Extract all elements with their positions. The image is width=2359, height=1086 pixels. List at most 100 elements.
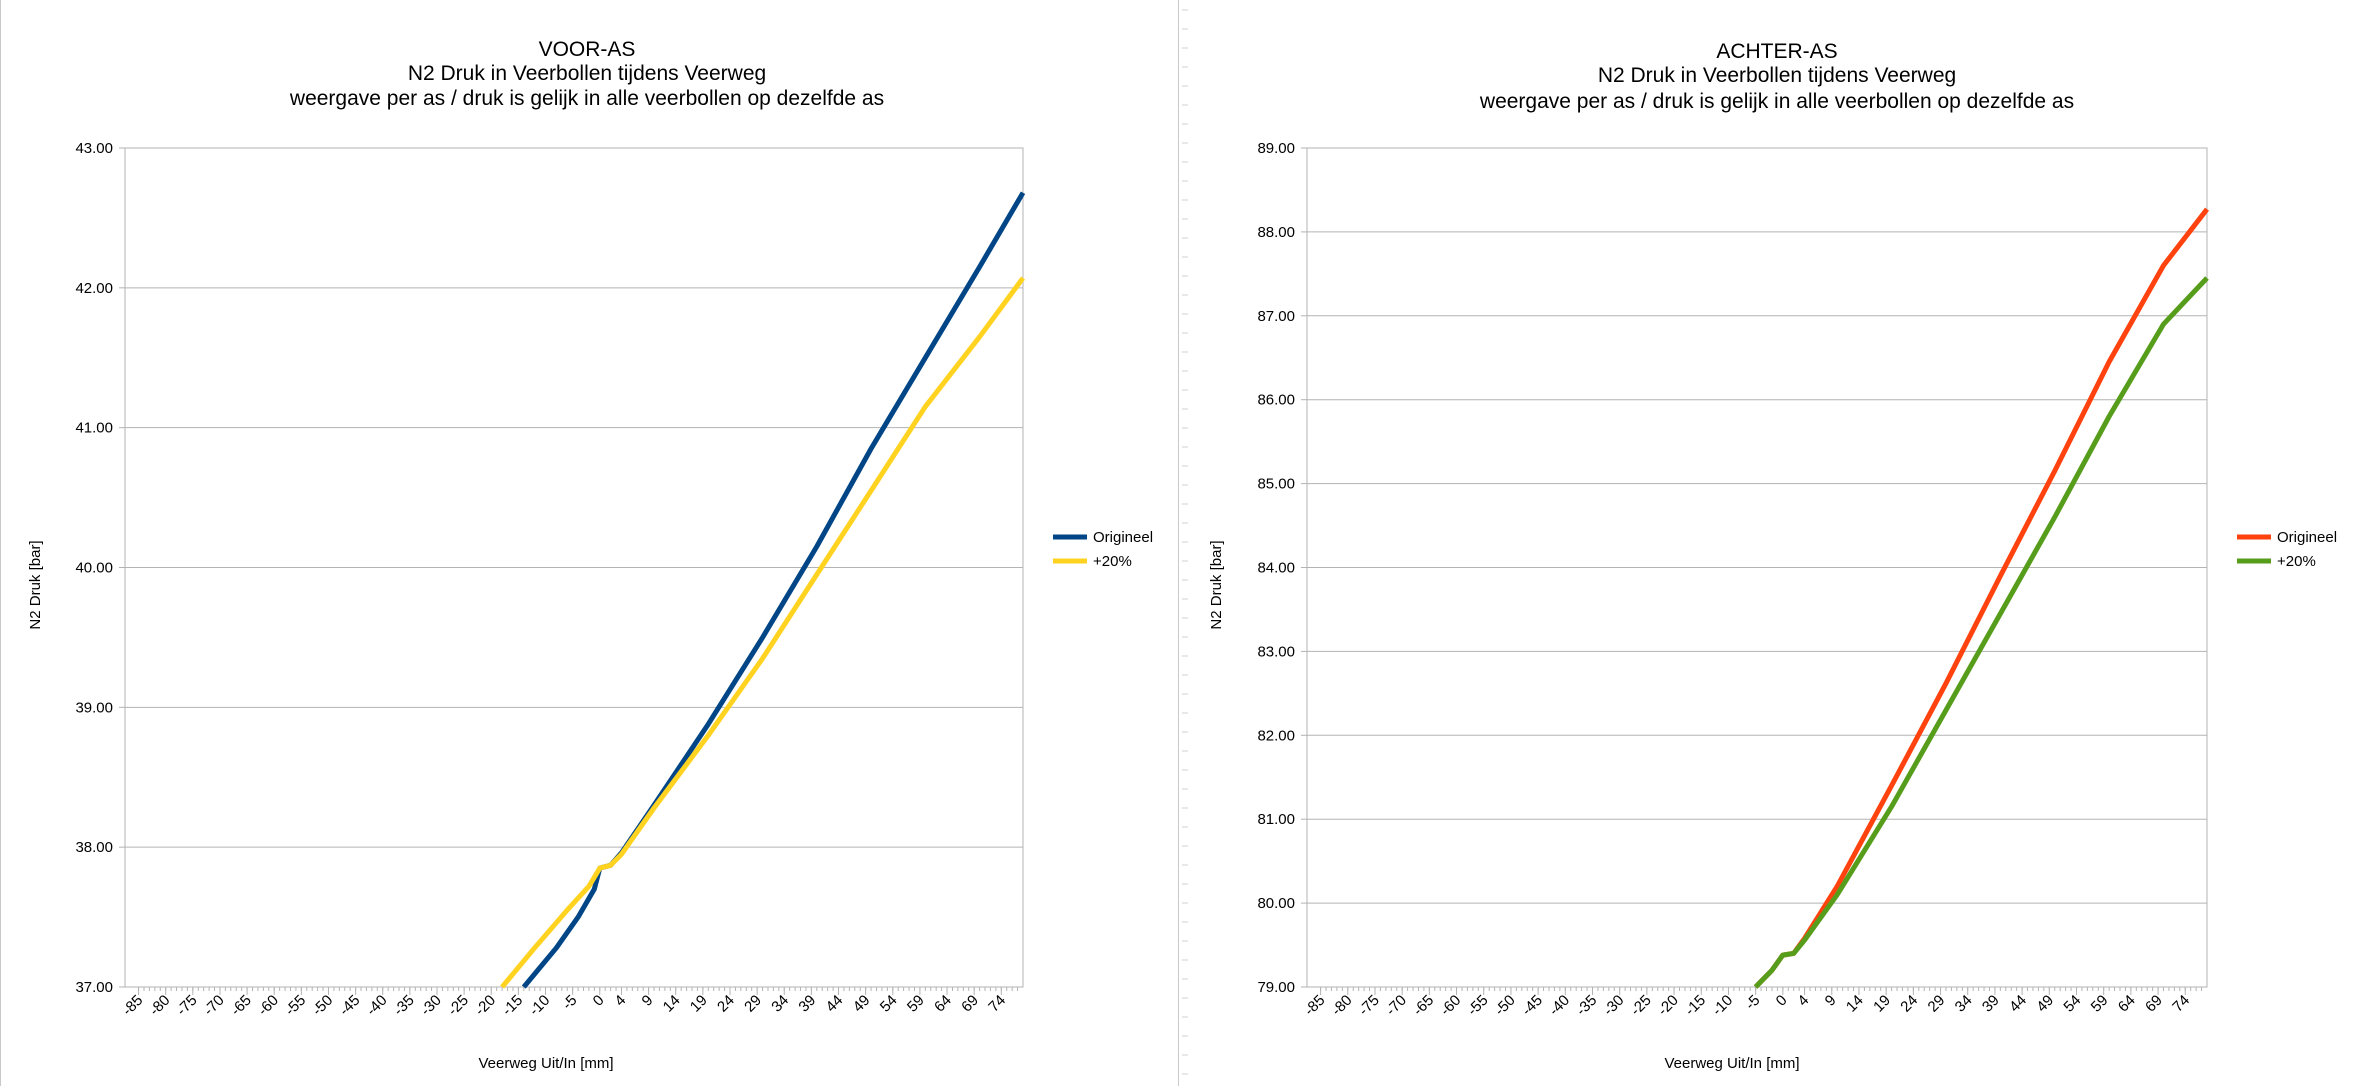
- y-tick-label: 86.00: [1257, 392, 1295, 409]
- y-tick-label: 85.00: [1257, 476, 1295, 493]
- y-tick-label: 42.00: [75, 280, 113, 297]
- x-tick-label: 59: [904, 992, 928, 1016]
- legend-item[interactable]: Origineel: [2237, 529, 2337, 546]
- vertical-ruler: [1182, 9, 1188, 1075]
- x-tick-label: -85: [1301, 992, 1328, 1019]
- x-tick-label: -20: [1655, 992, 1682, 1019]
- x-tick-label: 44: [2006, 992, 2030, 1016]
- chart-subtitle: N2 Druk in Veerbollen tijdens Veerweg: [1598, 64, 1956, 87]
- legend-label: Origineel: [2277, 529, 2337, 546]
- chart-voor-as[interactable]: VOOR-AS N2 Druk in Veerbollen tijdens Ve…: [0, 0, 1180, 1086]
- series-line-plus20[interactable]: [1753, 276, 2209, 989]
- x-tick-label: 69: [2142, 992, 2166, 1016]
- x-tick-label: -50: [309, 992, 336, 1019]
- y-tick-label: 81.00: [1257, 811, 1295, 828]
- x-tick-label: 29: [741, 992, 765, 1016]
- y-tick-label: 39.00: [75, 699, 113, 716]
- x-tick-label: -35: [390, 992, 417, 1019]
- legend-label: Origineel: [1093, 529, 1153, 546]
- x-tick-label: 39: [795, 992, 819, 1016]
- x-tick-label: 19: [1870, 992, 1894, 1016]
- x-tick-label: -60: [255, 992, 282, 1019]
- chart-achter-as[interactable]: ACHTER-AS N2 Druk in Veerbollen tijdens …: [1180, 0, 2359, 1086]
- pane-split-border[interactable]: [1178, 0, 1179, 1086]
- y-tick-label: 41.00: [75, 420, 113, 437]
- x-tick-label: 0: [590, 992, 608, 1010]
- x-tick-label: -75: [173, 992, 200, 1019]
- x-tick-label: 54: [877, 992, 901, 1016]
- left-pane-border: [0, 0, 1, 1086]
- x-tick-label: 74: [985, 992, 1009, 1016]
- x-tick-label: -85: [119, 992, 146, 1019]
- x-tick-label: 74: [2169, 992, 2193, 1016]
- x-tick-label: -80: [146, 992, 173, 1019]
- x-tick-label: 14: [1843, 992, 1867, 1016]
- x-axis-title: Veerweg Uit/In [mm]: [1664, 1055, 1799, 1072]
- x-tick-label: -10: [1709, 992, 1736, 1019]
- y-tick-label: 79.00: [1257, 979, 1295, 996]
- x-tick-label: -10: [526, 992, 553, 1019]
- x-tick-label: 69: [958, 992, 982, 1016]
- x-tick-label: -15: [1682, 992, 1709, 1019]
- legend-item[interactable]: Origineel: [1053, 529, 1153, 546]
- legend-item[interactable]: +20%: [2237, 553, 2316, 570]
- x-tick-label: 44: [823, 992, 847, 1016]
- x-tick-label: 19: [687, 992, 711, 1016]
- x-tick-label: -15: [499, 992, 526, 1019]
- legend-item[interactable]: +20%: [1053, 553, 1132, 570]
- x-tick-label: -55: [1464, 992, 1491, 1019]
- x-tick-label: 34: [1952, 992, 1976, 1016]
- x-tick-label: 49: [2033, 992, 2057, 1016]
- legend-label: +20%: [2277, 553, 2316, 570]
- x-tick-label: 24: [1897, 992, 1921, 1016]
- y-tick-label: 38.00: [75, 839, 113, 856]
- chart-title: VOOR-AS: [539, 38, 636, 61]
- x-tick-label: -45: [336, 992, 363, 1019]
- y-tick-label: 82.00: [1257, 727, 1295, 744]
- y-tick-label: 89.00: [1257, 140, 1295, 157]
- x-tick-label: 4: [611, 992, 629, 1010]
- series-line-origineel[interactable]: [1753, 207, 2209, 989]
- series-line-plus20[interactable]: [500, 276, 1026, 989]
- x-tick-label: 24: [714, 992, 738, 1016]
- y-tick-label: 40.00: [75, 560, 113, 577]
- x-tick-label: -60: [1437, 992, 1464, 1019]
- x-tick-label: -5: [559, 992, 580, 1013]
- x-tick-label: 64: [2115, 992, 2139, 1016]
- x-tick-label: -70: [1383, 992, 1410, 1019]
- legend-label: +20%: [1093, 553, 1132, 570]
- x-tick-label: 0: [1773, 992, 1791, 1010]
- x-tick-label: 4: [1794, 992, 1812, 1010]
- y-tick-label: 37.00: [75, 979, 113, 996]
- y-tick-label: 88.00: [1257, 224, 1295, 241]
- chart-subtitle-2: weergave per as / druk is gelijk in alle…: [1479, 90, 2074, 113]
- y-tick-label: 87.00: [1257, 308, 1295, 325]
- x-tick-label: -30: [1600, 992, 1627, 1019]
- x-tick-label: -5: [1742, 992, 1763, 1013]
- x-tick-label: 49: [850, 992, 874, 1016]
- x-tick-label: -80: [1328, 992, 1355, 1019]
- x-tick-label: -55: [282, 992, 309, 1019]
- x-tick-label: -25: [1627, 992, 1654, 1019]
- x-tick-label: -75: [1355, 992, 1382, 1019]
- x-tick-label: 14: [660, 992, 684, 1016]
- x-axis-title: Veerweg Uit/In [mm]: [478, 1055, 613, 1072]
- x-tick-label: -70: [200, 992, 227, 1019]
- y-axis-title: N2 Druk [bar]: [27, 540, 44, 629]
- x-tick-label: -65: [1410, 992, 1437, 1019]
- y-tick-label: 83.00: [1257, 643, 1295, 660]
- x-tick-label: -50: [1491, 992, 1518, 1019]
- x-tick-label: 29: [1925, 992, 1949, 1016]
- y-tick-label: 80.00: [1257, 895, 1295, 912]
- y-tick-label: 84.00: [1257, 560, 1295, 577]
- y-axis-title: N2 Druk [bar]: [1208, 540, 1225, 629]
- y-tick-label: 43.00: [75, 140, 113, 157]
- chart-subtitle: N2 Druk in Veerbollen tijdens Veerweg: [408, 62, 766, 85]
- x-tick-label: 64: [931, 992, 955, 1016]
- x-tick-label: -25: [445, 992, 472, 1019]
- x-tick-label: -65: [228, 992, 255, 1019]
- x-tick-label: -30: [417, 992, 444, 1019]
- x-tick-label: -40: [1546, 992, 1573, 1019]
- chart-subtitle-2: weergave per as / druk is gelijk in alle…: [289, 87, 884, 110]
